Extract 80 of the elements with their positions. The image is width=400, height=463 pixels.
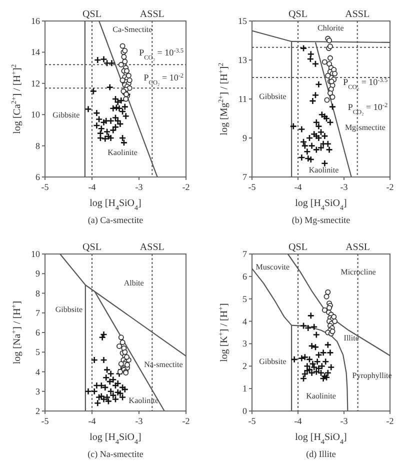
y-tick-label: 12 bbox=[31, 78, 40, 88]
x-axis-title: log [H$_{4}$SiO$_{4}$] bbox=[90, 432, 142, 446]
y-tick-label: 3 bbox=[36, 386, 40, 396]
y-tick-label: 9 bbox=[36, 268, 40, 279]
annotation: Kaolinite bbox=[108, 148, 138, 158]
y-tick-label: 9 bbox=[242, 133, 248, 143]
y-tick-label: 13 bbox=[238, 55, 248, 65]
x-tick-label: -2 bbox=[386, 182, 394, 192]
y-tick-label: 8 bbox=[36, 140, 40, 151]
annotation: Gibbsite bbox=[55, 305, 83, 314]
x-tick-label: -2 bbox=[182, 182, 190, 192]
text: (d) Illite bbox=[306, 449, 336, 459]
y-tick-label: 4 bbox=[36, 366, 40, 377]
y-tick-label: 4 bbox=[242, 316, 248, 326]
x-tick-label: -4 bbox=[88, 182, 96, 192]
text: (b) Mg-smectite bbox=[292, 215, 350, 225]
ref-line-label: QSL bbox=[82, 9, 102, 20]
text: (a) Ca-smectite bbox=[88, 215, 144, 225]
y-tick-label: 7 bbox=[242, 249, 248, 259]
annotation: Kaolinite bbox=[306, 391, 336, 400]
y-tick-label: 5 bbox=[36, 347, 40, 358]
ref-line-label: ASSL bbox=[345, 9, 370, 20]
y-tick-label: 7 bbox=[36, 308, 40, 318]
x-tick-label: -5 bbox=[41, 182, 50, 192]
annotation: P$_{CO₂}$ = 10$^{-3.5}$ bbox=[343, 76, 388, 90]
ref-line-label: ASSL bbox=[140, 9, 164, 20]
y-tick-label: 14 bbox=[31, 47, 40, 58]
y-tick-label: 15 bbox=[238, 16, 248, 26]
x-tick-label: -5 bbox=[248, 416, 256, 426]
annotation: P$_{CO₂}$ = 10$^{-3.5}$ bbox=[139, 46, 184, 61]
x-tick-label: -3 bbox=[135, 182, 144, 192]
x-tick-label: -5 bbox=[41, 416, 50, 426]
ref-line-label: ASSL bbox=[140, 242, 164, 253]
y-tick-label: 2 bbox=[36, 406, 40, 416]
y-tick-label: 3 bbox=[242, 338, 248, 349]
x-tick-label: -3 bbox=[340, 416, 348, 426]
text: (c) Na-smectite bbox=[88, 449, 144, 459]
x-axis-title: log [H$_{4}$SiO$_{4}$] bbox=[295, 432, 347, 446]
annotation: Illite bbox=[344, 333, 360, 342]
annotation: Microcline bbox=[340, 267, 376, 276]
y-tick-label: 5 bbox=[242, 294, 248, 304]
x-tick-label: -4 bbox=[294, 182, 302, 192]
y-tick-label: 6 bbox=[36, 328, 40, 338]
x-tick-label: -2 bbox=[386, 416, 394, 426]
ref-line-label: QSL bbox=[288, 242, 308, 253]
x-tick-label: -3 bbox=[135, 416, 144, 426]
annotation: Kaolinite bbox=[308, 165, 340, 174]
annotation: Muscovite bbox=[256, 262, 290, 272]
x-tick-label: -2 bbox=[182, 416, 190, 426]
x-axis-title: log [H$_{4}$SiO$_{4}$] bbox=[90, 198, 142, 212]
annotation: Gibbsite bbox=[52, 110, 80, 120]
y-tick-label: 2 bbox=[242, 361, 247, 372]
y-tick-label: 10 bbox=[31, 249, 40, 259]
annotation: Ca-Smectite bbox=[112, 24, 153, 34]
annotation: Chlorite bbox=[318, 23, 344, 32]
y-tick-label: 8 bbox=[36, 288, 40, 298]
annotation: Mg-smectite bbox=[344, 123, 386, 132]
annotation: P$_{CO₂}$ = 10$^{-2}$ bbox=[144, 72, 184, 86]
x-tick-label: -3 bbox=[340, 182, 348, 192]
annotation: Kaolinite bbox=[128, 396, 160, 406]
y-tick-label: 10 bbox=[31, 110, 40, 120]
ref-line-label: QSL bbox=[288, 9, 308, 20]
x-tick-label: -4 bbox=[88, 416, 96, 426]
annotation: Gibbsite bbox=[259, 356, 287, 366]
y-tick-label: 0 bbox=[242, 406, 248, 416]
ref-line-label: ASSL bbox=[346, 242, 370, 253]
y-tick-label: 11 bbox=[238, 94, 247, 104]
ref-line-label: QSL bbox=[82, 242, 102, 253]
y-tick-label: 6 bbox=[36, 172, 40, 182]
y-tick-label: 16 bbox=[31, 16, 40, 26]
x-axis-title: log [H$_{4}$SiO$_{4}$] bbox=[295, 198, 347, 212]
x-tick-label: -4 bbox=[294, 416, 302, 426]
y-tick-label: 7 bbox=[242, 172, 248, 182]
annotation: Albite bbox=[124, 278, 144, 288]
y-tick-label: 6 bbox=[242, 271, 248, 282]
annotation: P$_{CO₂}$ = 10$^{-2}$ bbox=[348, 101, 388, 116]
annotation: Na-smectite bbox=[144, 360, 184, 370]
annotation: Gibbsite bbox=[259, 92, 287, 101]
x-tick-label: -5 bbox=[248, 182, 256, 192]
y-tick-label: 1 bbox=[242, 384, 247, 394]
